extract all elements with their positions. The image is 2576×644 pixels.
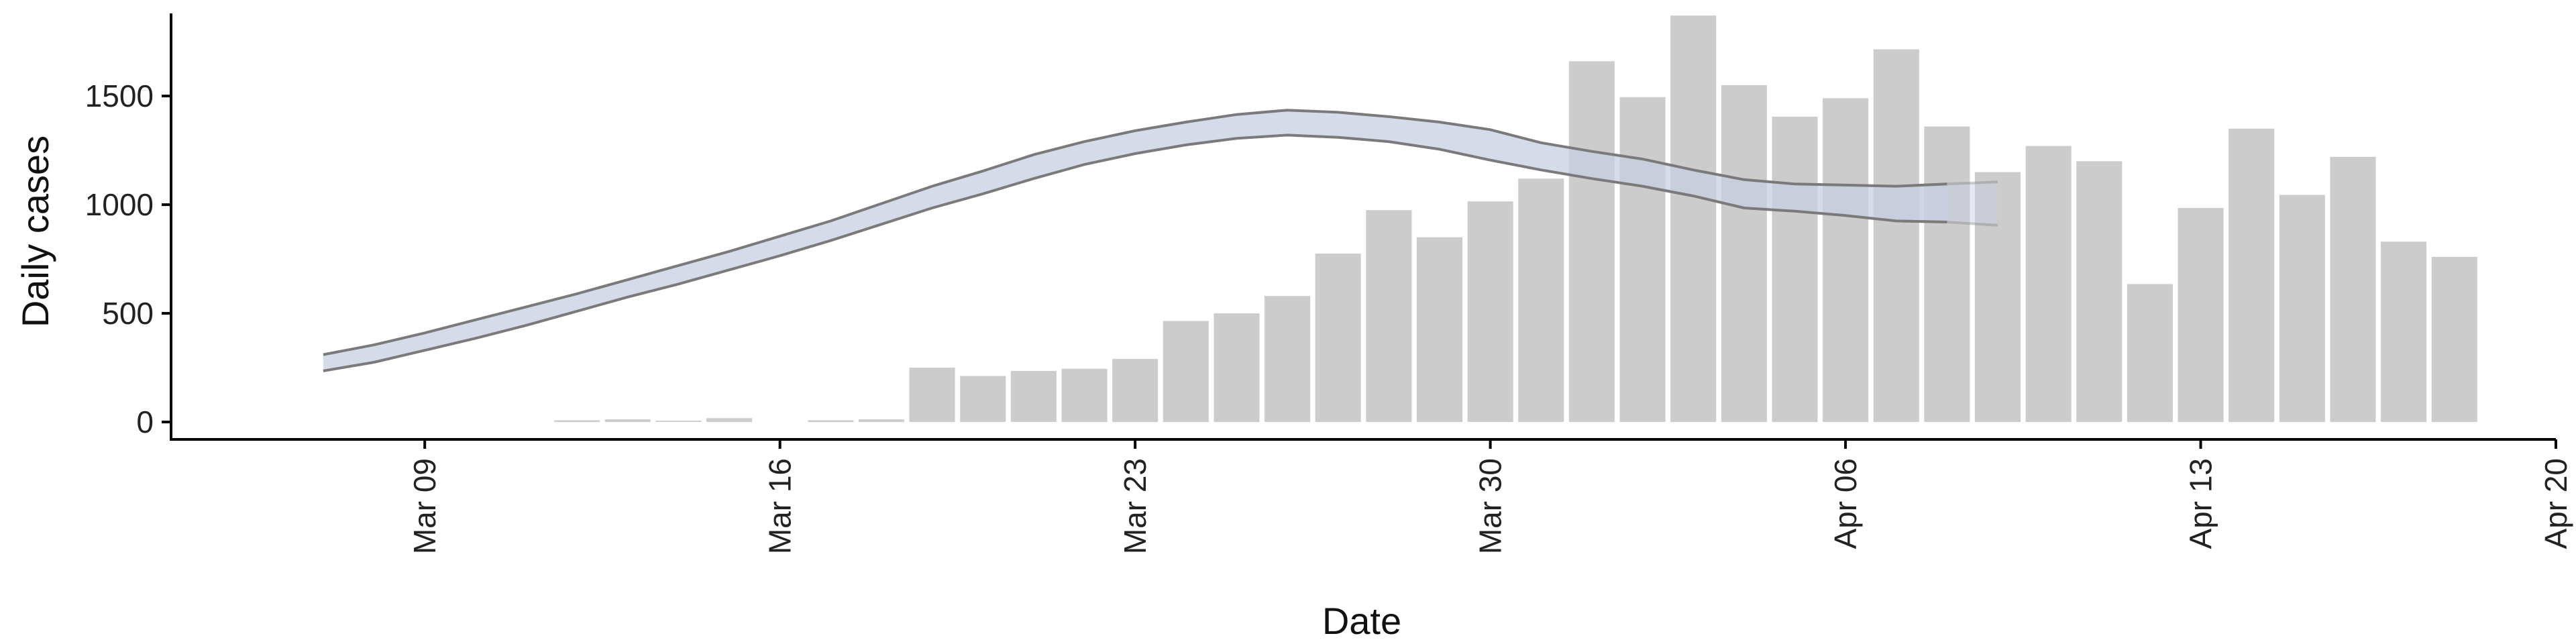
bars-layer (554, 15, 2477, 423)
y-tick-label-1000: 1000 (85, 187, 154, 222)
bar-2020-04-05 (1772, 116, 1818, 423)
bar-2020-04-17 (2381, 241, 2427, 423)
bar-2020-03-23 (1112, 359, 1159, 423)
bar-2020-04-15 (2279, 195, 2325, 423)
y-tick-label-1500: 1500 (85, 78, 154, 113)
x-tick-label-1: Mar 16 (763, 458, 798, 554)
bar-2020-03-13 (604, 419, 651, 423)
bar-2020-04-12 (2127, 284, 2173, 423)
x-tick-label-4: Apr 06 (1828, 458, 1863, 549)
x-tick-label-3: Mar 30 (1473, 458, 1508, 554)
bar-2020-03-17 (808, 420, 854, 423)
bar-2020-03-26 (1265, 296, 1311, 423)
x-tick-label-0: Mar 09 (407, 458, 442, 554)
bar-2020-04-07 (1873, 49, 1919, 423)
bar-2020-04-16 (2330, 156, 2376, 423)
bar-2020-04-11 (2076, 161, 2123, 423)
bar-2020-04-02 (1619, 97, 1666, 422)
bar-2020-03-15 (706, 418, 753, 423)
bar-2020-04-04 (1721, 85, 1767, 423)
bar-2020-04-10 (2025, 146, 2072, 423)
band-lower-line (323, 133, 1947, 372)
bar-2020-03-30 (1467, 201, 1513, 422)
band-lower-tail-line (1896, 219, 1998, 227)
bar-2020-03-19 (909, 368, 955, 423)
bar-2020-04-13 (2178, 208, 2224, 423)
bar-2020-04-18 (2431, 256, 2477, 423)
bar-2020-04-01 (1568, 61, 1615, 423)
bar-2020-04-09 (1974, 172, 2021, 423)
bar-2020-04-14 (2229, 128, 2275, 423)
bar-2020-03-22 (1061, 368, 1108, 423)
bar-2020-03-12 (554, 420, 600, 423)
bar-2020-03-28 (1366, 210, 1412, 423)
bar-2020-04-08 (1924, 126, 1970, 423)
bar-2020-03-20 (960, 376, 1006, 423)
bar-2020-03-25 (1214, 313, 1260, 423)
x-axis-title: Date (1322, 600, 1401, 642)
band-layer (323, 109, 1998, 372)
y-tick-label-0: 0 (136, 405, 154, 439)
y-tick-label-500: 500 (102, 296, 154, 331)
bar-2020-04-03 (1670, 15, 1717, 422)
bar-2020-03-21 (1010, 370, 1057, 422)
axes-layer: 0 500 1000 1500 Mar 09 Mar 16 Mar 23 Mar 30 Apr … (85, 13, 2573, 554)
x-tick-label-5: Apr 13 (2184, 458, 2218, 549)
bar-2020-03-14 (655, 421, 702, 422)
bar-2020-03-27 (1315, 254, 1361, 423)
bar-2020-03-29 (1416, 237, 1462, 423)
x-tick-label-2: Mar 23 (1118, 458, 1152, 554)
bar-2020-03-31 (1518, 178, 1564, 423)
x-tick-label-6: Apr 20 (2538, 458, 2573, 549)
band-upper-tail-line (1896, 180, 1998, 188)
bar-2020-03-24 (1163, 321, 1209, 423)
credible-band-tail-fill (1896, 182, 1998, 225)
bar-2020-04-06 (1823, 98, 1869, 423)
bar-2020-03-18 (858, 419, 904, 423)
band-upper-line (323, 109, 1947, 356)
y-axis-title: Daily cases (14, 136, 56, 327)
